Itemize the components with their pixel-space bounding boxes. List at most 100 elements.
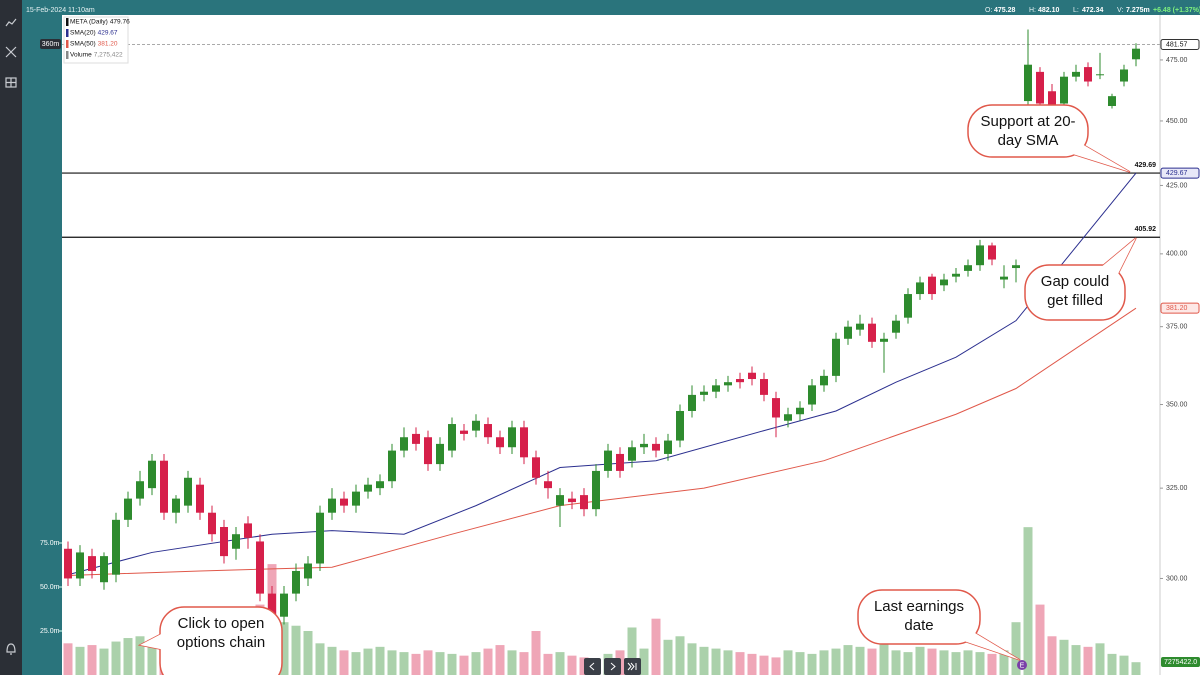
candle-body (496, 437, 504, 448)
volume-bar (651, 618, 661, 675)
volume-bar (999, 650, 1009, 675)
volume-bar (423, 650, 433, 675)
volume-bar (435, 652, 445, 675)
candle-body (976, 245, 984, 266)
candle-body (628, 447, 636, 461)
ohlc-label: L: (1073, 7, 1079, 14)
end-button[interactable] (624, 658, 641, 675)
volume-bar (663, 639, 673, 675)
candle-body (1036, 71, 1044, 104)
volume-bar (411, 653, 421, 675)
candle-body (460, 430, 468, 434)
legend-name: SMA(50) (70, 41, 96, 48)
volume-bar (879, 643, 889, 675)
volume-bar (735, 652, 745, 675)
volume-bar (639, 648, 649, 675)
volume-bar (1035, 604, 1045, 675)
candle-body (184, 477, 192, 506)
volume-bar (387, 650, 397, 675)
legend-value: 7,275,422 (94, 52, 123, 59)
sma-tag (1160, 167, 1200, 179)
candle-body (328, 498, 336, 513)
candle-body (772, 398, 780, 418)
chart-icon[interactable] (5, 18, 17, 27)
candle-body (436, 443, 444, 465)
candle-body (316, 512, 324, 564)
volume-bar (975, 652, 985, 675)
y2-tick-label: 25.0m (40, 628, 60, 635)
volume-bar (783, 650, 793, 675)
callout-text: Last earnings (874, 598, 964, 615)
volume-bar (831, 648, 841, 675)
callout-tail-cover (140, 632, 165, 650)
change: +6.48 (+1.37%) (1153, 7, 1200, 14)
volume-bar (315, 643, 325, 675)
callout (967, 104, 1089, 158)
volume-bar (915, 646, 925, 675)
y2-tick-label: 75.0m (40, 540, 60, 547)
legend-name: META (Daily) (70, 19, 108, 26)
sidebar-icons[interactable] (5, 18, 17, 655)
candle-body (424, 437, 432, 465)
volume-bar (459, 655, 469, 675)
candle-body (76, 552, 84, 579)
candle-body (736, 379, 744, 383)
candle-body (868, 323, 876, 342)
candle-body (124, 498, 132, 520)
candle-body (964, 265, 972, 271)
candle-body (268, 593, 276, 625)
tools-icon[interactable] (5, 46, 17, 58)
next-icon (610, 662, 616, 671)
y-tick-label: 475.00 (1166, 57, 1188, 64)
volume-bar (375, 646, 385, 675)
volume-bar (135, 636, 145, 675)
y-tick-label: 425.00 (1166, 182, 1188, 189)
candle-body (148, 460, 156, 489)
nav-buttons[interactable] (584, 658, 641, 675)
candle-body (988, 245, 996, 260)
candle-body (292, 570, 300, 594)
volume-bar (1059, 639, 1069, 675)
volume-bar (87, 645, 97, 675)
ohlc-label: V: (1117, 7, 1123, 14)
candle-body (520, 427, 528, 458)
candle-body (616, 453, 624, 471)
timeframe[interactable]: 360m (42, 41, 60, 48)
volume-bar (471, 652, 481, 675)
prev-button[interactable] (584, 658, 601, 675)
candle-body (472, 420, 480, 431)
legend-value: 479.76 (110, 19, 130, 26)
ohlc-bar: O: 475.28 H: 482.10 L: 472.34 V: 7.275m +6.48 (+… (985, 7, 1200, 14)
last-price-text: 481.57 (1166, 41, 1188, 48)
candle-body (1024, 64, 1032, 102)
earnings-label: E (1020, 662, 1025, 669)
bell-icon[interactable] (6, 643, 16, 655)
annotations: Support at 20- day SMA Gap could get filled… (137, 104, 1137, 675)
volume-bar (855, 646, 865, 675)
price-axis (1160, 15, 1200, 675)
candle-body (1096, 74, 1104, 76)
legend-name: SMA(20) (70, 30, 96, 37)
volume-bar (147, 639, 157, 675)
volume-bar (723, 650, 733, 675)
next-button[interactable] (604, 658, 621, 675)
volume-bar (507, 650, 517, 675)
candle-body (796, 407, 804, 415)
candle-body (64, 548, 72, 579)
candle-body (304, 563, 312, 579)
candle-body (904, 294, 912, 318)
candle-body (784, 414, 792, 421)
timeframe-badge[interactable] (40, 39, 61, 49)
candle-body (112, 519, 120, 575)
candle-body (1120, 69, 1128, 82)
legend-swatch (66, 29, 69, 37)
volume-bar (771, 657, 781, 675)
volume-bar (399, 652, 409, 675)
volume-bar (1119, 655, 1129, 675)
legend-name: Volume (70, 52, 92, 59)
candle-body (712, 385, 720, 392)
callout-tail-cover (1060, 140, 1130, 172)
